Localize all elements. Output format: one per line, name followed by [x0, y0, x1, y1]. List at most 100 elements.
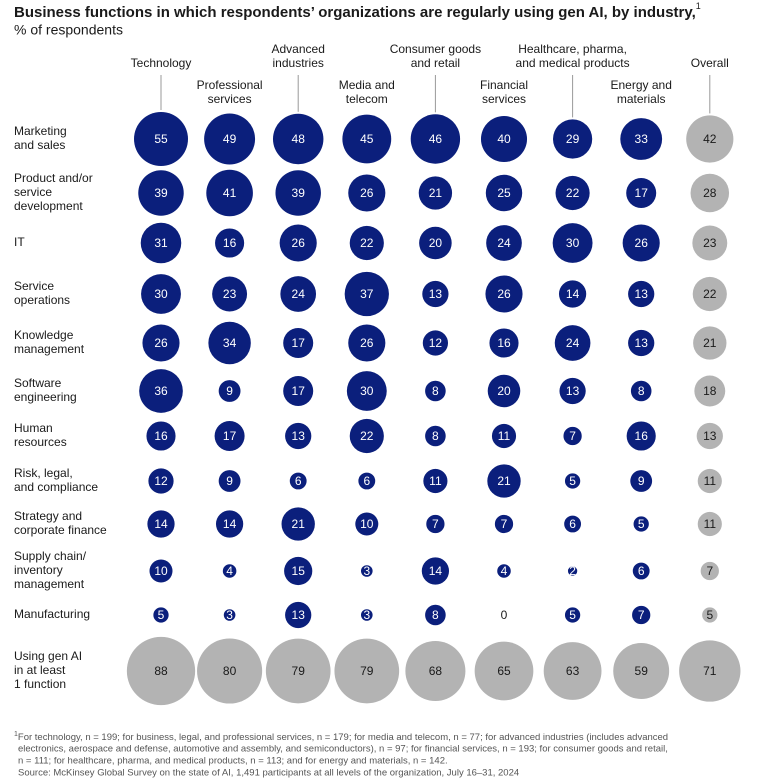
- row-label: resources: [14, 435, 67, 449]
- bubble: [485, 275, 523, 313]
- value-label: 88: [154, 664, 168, 678]
- bubble: [692, 225, 728, 261]
- bubble: [142, 324, 180, 362]
- bubble: [126, 636, 196, 706]
- row-label: and sales: [14, 138, 65, 152]
- bubble: [693, 326, 727, 360]
- value-label: 17: [292, 384, 306, 398]
- footnote-line: electronics, aerospace and defense, auto…: [18, 744, 668, 755]
- row-label: management: [14, 342, 85, 356]
- value-label: 5: [158, 608, 165, 622]
- bubble: [348, 174, 386, 212]
- value-label: 26: [154, 336, 168, 350]
- column-label: and retail: [411, 56, 460, 70]
- value-label: 3: [363, 608, 370, 622]
- value-label: 13: [292, 429, 306, 443]
- bubble: [559, 377, 586, 405]
- value-label: 18: [703, 384, 717, 398]
- value-label: 13: [292, 608, 306, 622]
- value-label: 5: [569, 608, 576, 622]
- bubble: [690, 173, 730, 213]
- value-label: 6: [638, 564, 645, 578]
- value-label: 24: [292, 287, 306, 301]
- value-label: 17: [635, 186, 649, 200]
- column-label: Energy and: [611, 78, 672, 92]
- value-label: 13: [635, 336, 649, 350]
- value-label: 22: [703, 287, 717, 301]
- value-label: 11: [498, 429, 511, 443]
- value-label: 5: [569, 474, 576, 488]
- value-label: 3: [226, 608, 233, 622]
- bubble: [425, 513, 446, 535]
- value-label: 34: [223, 336, 237, 350]
- bubble: [699, 560, 720, 582]
- bubble: [215, 228, 245, 258]
- bubble: [280, 276, 317, 312]
- value-label: 36: [154, 384, 168, 398]
- value-label: 79: [292, 664, 306, 678]
- value-label: 63: [566, 664, 580, 678]
- row-label: IT: [14, 235, 25, 249]
- bubble: [487, 374, 521, 408]
- bubble: [480, 115, 528, 163]
- bubble: [628, 280, 655, 308]
- bubble: [701, 606, 719, 624]
- bubble: [349, 225, 384, 261]
- bubble: [493, 513, 515, 535]
- bubble: [555, 175, 590, 211]
- value-label: 16: [635, 429, 649, 443]
- bubble: [265, 638, 331, 704]
- value-label: 11: [704, 474, 717, 488]
- value-label: 71: [703, 664, 717, 678]
- value-label: 21: [292, 517, 306, 531]
- bubble: [288, 471, 308, 491]
- bubble: [204, 113, 256, 165]
- bubble: [421, 557, 450, 585]
- bubble: [697, 511, 722, 537]
- row-label: development: [14, 199, 83, 213]
- value-label: 5: [638, 517, 645, 531]
- value-label: 5: [706, 608, 713, 622]
- value-label: 6: [295, 474, 302, 488]
- bubble: [679, 640, 741, 702]
- bubble: [279, 224, 317, 262]
- column-label: Advanced: [272, 42, 325, 56]
- bubble: [349, 418, 384, 454]
- value-label: 17: [223, 429, 237, 443]
- column-label: telecom: [346, 92, 388, 106]
- bubble: [631, 604, 652, 626]
- value-label: 9: [226, 474, 233, 488]
- bubble: [630, 470, 653, 492]
- bubble: [359, 608, 374, 622]
- row-label: Using gen AI: [14, 649, 82, 663]
- value-label: 7: [569, 429, 576, 443]
- value-label: 8: [638, 384, 645, 398]
- bubble: [491, 423, 517, 449]
- column-label: Technology: [131, 56, 192, 70]
- value-label: 30: [360, 384, 374, 398]
- bubble: [222, 608, 237, 622]
- value-label: 23: [703, 236, 717, 250]
- bubble: [148, 468, 174, 494]
- bubble: [686, 115, 734, 163]
- value-label: 55: [154, 132, 168, 146]
- value-label: 24: [566, 336, 580, 350]
- value-label: 12: [429, 336, 443, 350]
- value-label: 2: [569, 564, 576, 578]
- value-label: 6: [569, 517, 576, 531]
- bubble: [348, 324, 386, 362]
- value-label: 40: [497, 132, 511, 146]
- bubble: [138, 170, 184, 216]
- value-label: 39: [292, 186, 306, 200]
- column-label: Consumer goods: [390, 42, 481, 56]
- value-label: 20: [497, 384, 511, 398]
- bubble: [221, 563, 238, 579]
- bubble: [334, 638, 400, 704]
- bubble: [613, 643, 670, 699]
- row-label: Supply chain/: [14, 549, 87, 563]
- value-label: 21: [703, 336, 717, 350]
- bubble: [543, 642, 602, 700]
- bubble: [134, 112, 188, 166]
- bubble: [283, 375, 314, 407]
- value-label: 14: [223, 517, 237, 531]
